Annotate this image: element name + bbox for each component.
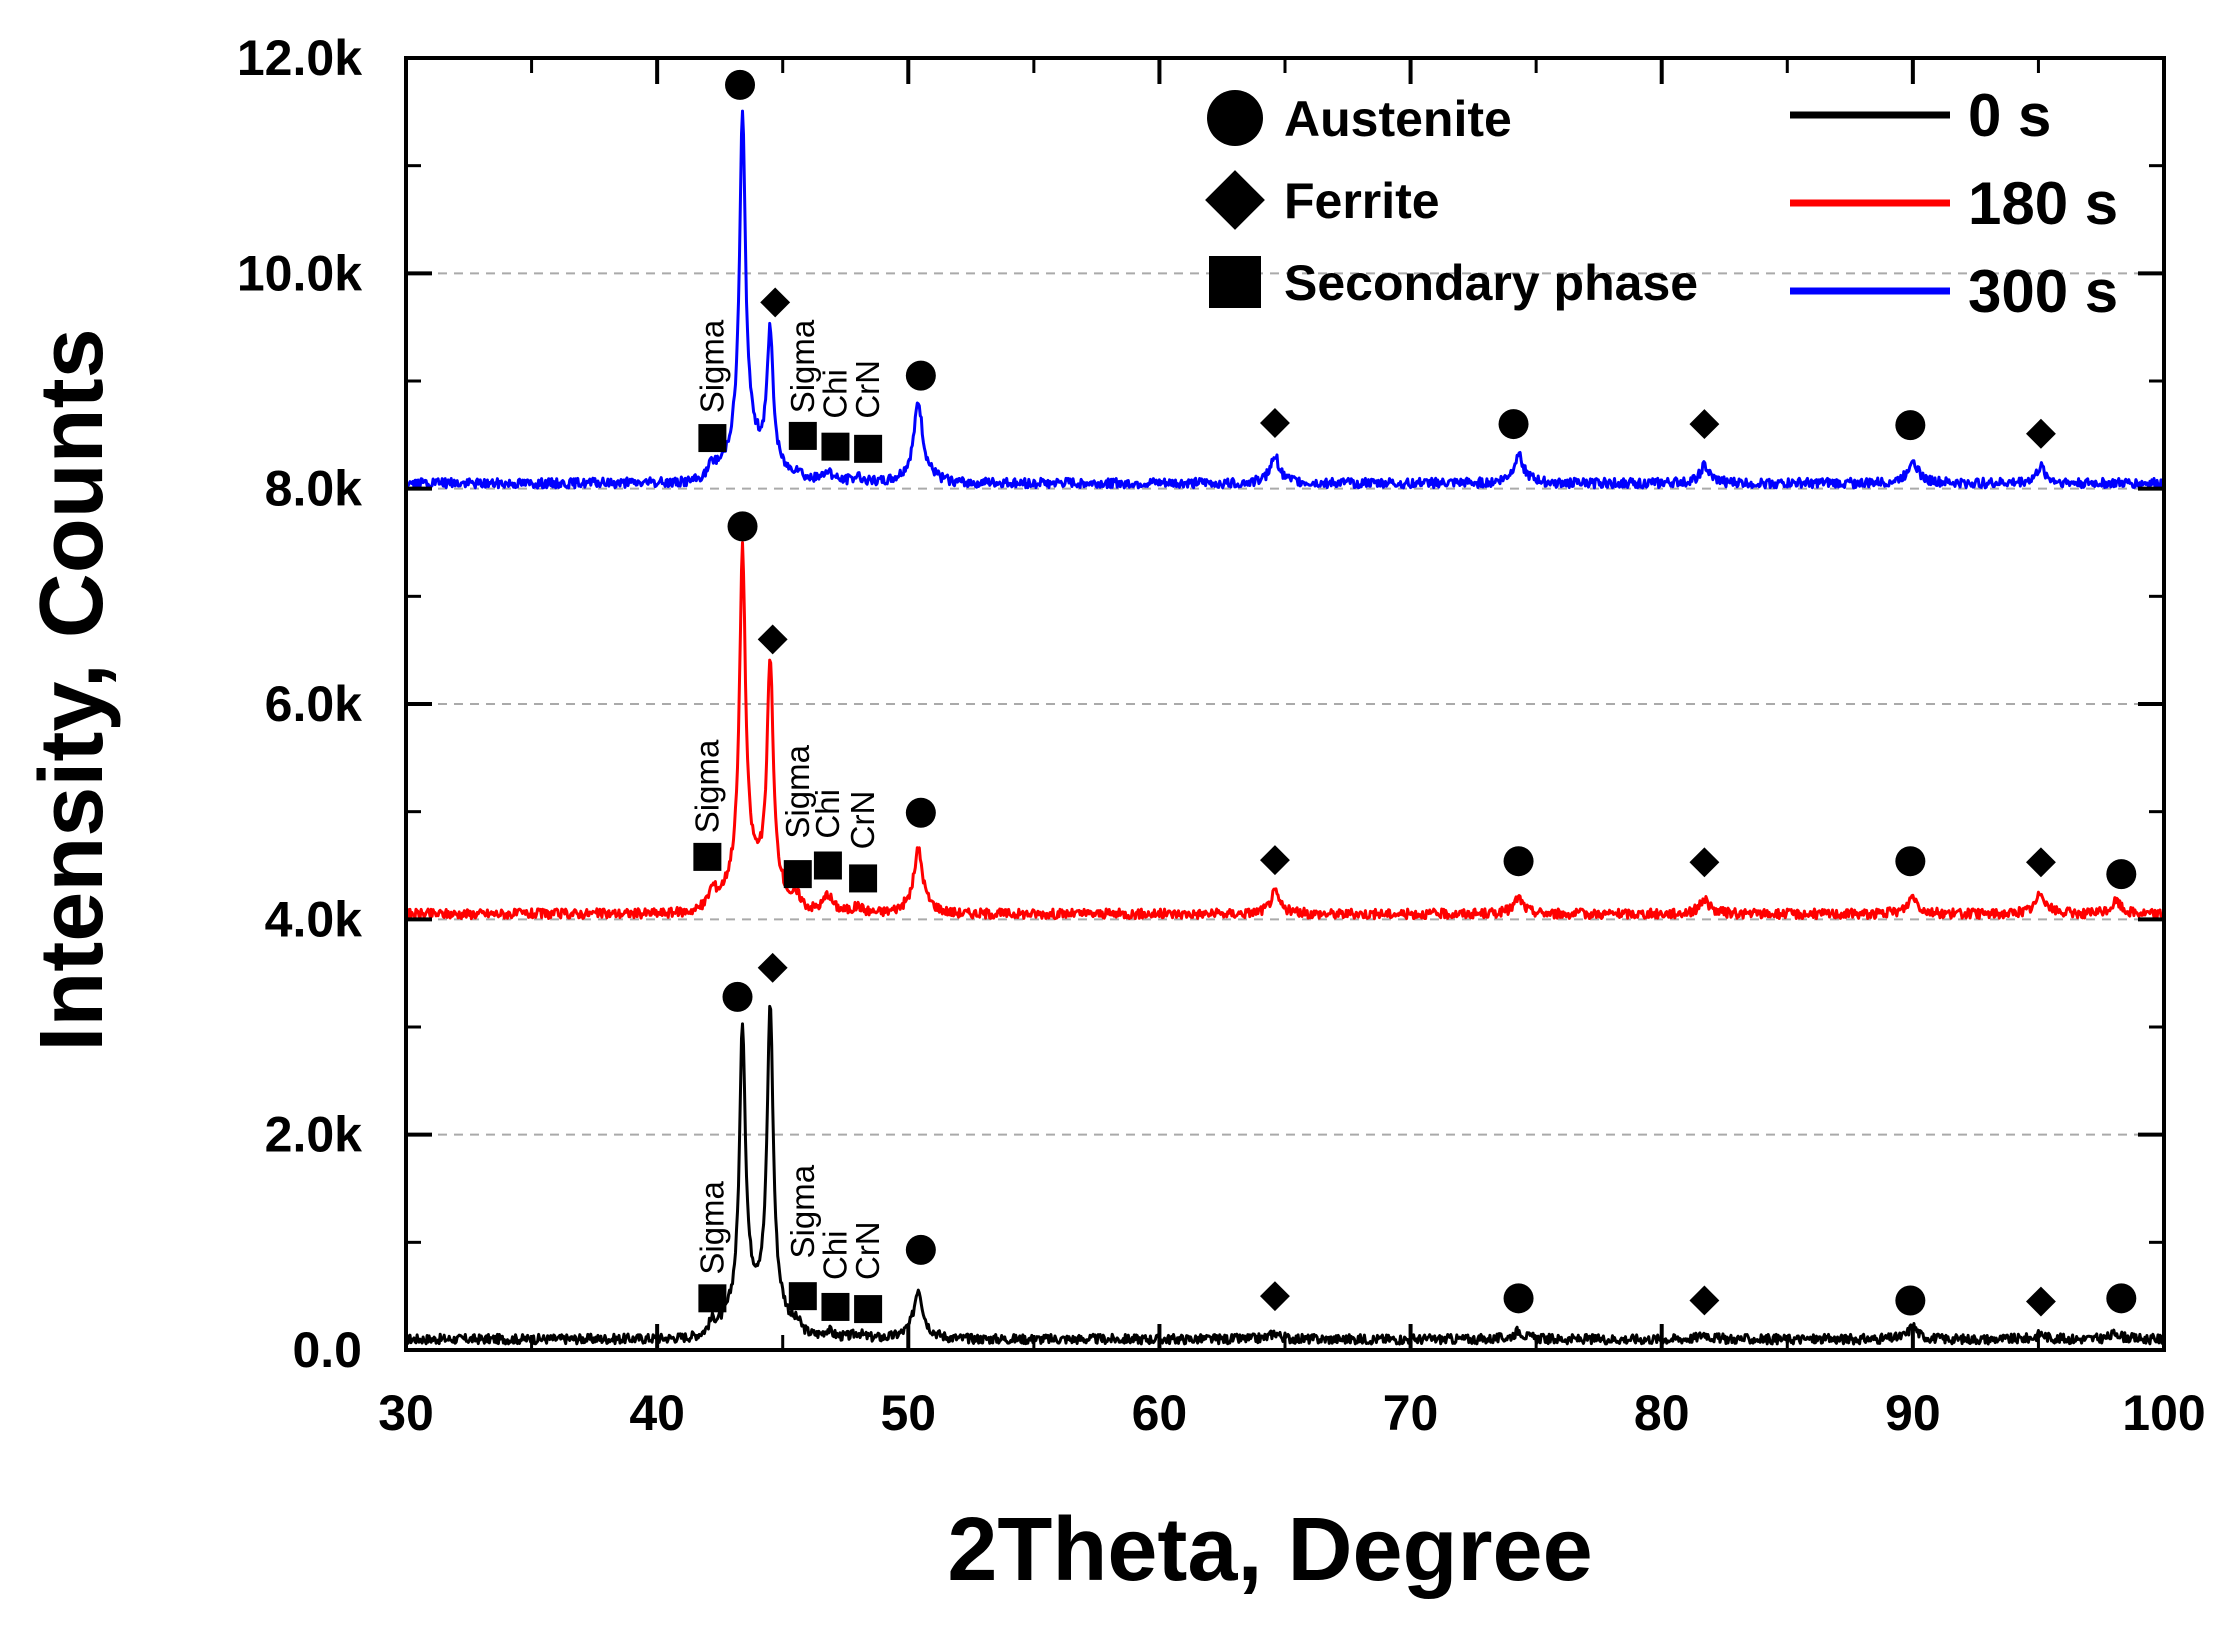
- marker-diamond-300s-7: [2025, 418, 2056, 449]
- marker-circle-0s-0: [722, 981, 753, 1012]
- series-line-0s: [405, 1004, 2166, 1346]
- marker-circle-180s-8: [2106, 859, 2137, 890]
- y-axis-title: Intensity, Counts: [22, 328, 122, 1051]
- phase-label-sigma-0s-1: Sigma: [784, 1164, 821, 1258]
- y-tick-label-5: 10.0k: [237, 245, 362, 301]
- y-tick-label-2: 4.0k: [265, 891, 363, 947]
- phase-label-crn-0s-3: CrN: [849, 1221, 886, 1280]
- grid-layer: [406, 272, 2164, 1136]
- legend-layer: Austenite Ferrite Secondary phase 0 s 180 s 3…: [1205, 82, 2118, 325]
- x-tick-label-2: 50: [880, 1385, 936, 1441]
- phase-label-crn-300s-3: CrN: [849, 360, 886, 419]
- phase-label-chi-180s-2: Chi: [809, 789, 846, 839]
- marker-square-180s-11: [813, 851, 842, 880]
- marker-circle-0s-6: [1895, 1285, 1926, 1316]
- marker-circle-300s-6: [1895, 410, 1926, 441]
- legend-label-180s: 180 s: [1968, 170, 2118, 237]
- legend-diamond-icon: [1205, 170, 1265, 230]
- legend-label-0s: 0 s: [1968, 82, 2051, 149]
- marker-circle-0s-2: [905, 1234, 936, 1265]
- marker-diamond-0s-5: [1689, 1285, 1720, 1316]
- y-tick-label-3: 6.0k: [265, 676, 363, 732]
- phase-label-sigma-0s-0: Sigma: [693, 1180, 730, 1274]
- tick-label-layer: 30 40 50 60 70 80 90 100 0.0 2.0k 4.0k 6.0k 8.0k 10.0…: [237, 30, 2206, 1441]
- marker-circle-180s-2: [905, 797, 936, 828]
- marker-square-300s-11: [854, 434, 883, 463]
- marker-circle-0s-4: [1503, 1283, 1534, 1314]
- x-tick-label-7: 100: [2122, 1385, 2205, 1441]
- marker-square-180s-10: [783, 860, 812, 889]
- phase-label-chi-300s-2: Chi: [816, 369, 853, 419]
- marker-diamond-180s-1: [757, 624, 788, 655]
- marker-layer: [693, 69, 2137, 1324]
- series-line-300s: [404, 109, 2166, 490]
- marker-diamond-300s-5: [1689, 409, 1720, 440]
- marker-square-180s-12: [849, 864, 878, 893]
- marker-circle-0s-8: [2106, 1283, 2137, 1314]
- legend-label-ferrite: Ferrite: [1284, 173, 1440, 229]
- marker-circle-180s-6: [1895, 846, 1926, 877]
- phase-label-sigma-300s-1: Sigma: [784, 319, 821, 413]
- marker-square-300s-10: [821, 432, 850, 461]
- marker-diamond-0s-7: [2025, 1286, 2056, 1317]
- marker-circle-300s-4: [1498, 409, 1529, 440]
- marker-diamond-0s-1: [757, 952, 788, 983]
- marker-square-0s-9: [698, 1284, 727, 1313]
- x-tick-label-4: 70: [1383, 1385, 1439, 1441]
- y-tick-label-0: 0.0: [292, 1322, 362, 1378]
- marker-square-0s-12: [854, 1295, 883, 1324]
- x-tick-label-5: 80: [1634, 1385, 1690, 1441]
- phase-label-sigma-180s-0: Sigma: [688, 739, 725, 833]
- phase-label-sigma-180s-1: Sigma: [779, 744, 816, 838]
- marker-square-0s-11: [821, 1292, 850, 1321]
- marker-square-180s-9: [693, 842, 722, 871]
- marker-circle-300s-0: [725, 69, 756, 100]
- legend-label-secondary-phase: Secondary phase: [1284, 255, 1698, 311]
- legend-circle-icon: [1207, 90, 1263, 146]
- y-tick-label-6: 12.0k: [237, 30, 362, 86]
- marker-square-300s-8: [698, 424, 727, 453]
- x-axis-title: 2Theta, Degree: [947, 1500, 1592, 1600]
- legend-label-austenite: Austenite: [1284, 91, 1512, 147]
- marker-circle-300s-2: [905, 360, 936, 391]
- x-tick-label-3: 60: [1132, 1385, 1188, 1441]
- phase-label-sigma-300s-0: Sigma: [693, 319, 730, 413]
- marker-diamond-0s-3: [1260, 1281, 1290, 1312]
- y-tick-label-1: 2.0k: [265, 1107, 363, 1163]
- marker-square-300s-9: [788, 421, 817, 450]
- x-tick-label-1: 40: [629, 1385, 685, 1441]
- legend-square-icon: [1209, 256, 1261, 308]
- x-tick-label-6: 90: [1885, 1385, 1941, 1441]
- marker-diamond-180s-7: [2025, 847, 2056, 878]
- axes-layer: [404, 56, 2166, 1352]
- phase-label-chi-0s-2: Chi: [816, 1230, 853, 1280]
- x-tick-label-0: 30: [378, 1385, 434, 1441]
- series-layer: [404, 109, 2166, 1346]
- series-line-180s: [404, 541, 2166, 921]
- marker-circle-180s-4: [1503, 846, 1534, 877]
- phase-label-crn-180s-3: CrN: [844, 791, 881, 850]
- marker-diamond-180s-5: [1689, 847, 1720, 878]
- marker-square-0s-10: [788, 1282, 817, 1311]
- y-tick-label-4: 8.0k: [265, 461, 363, 517]
- marker-diamond-300s-3: [1260, 408, 1290, 438]
- marker-circle-180s-0: [727, 511, 758, 542]
- legend-label-300s: 300 s: [1968, 258, 2118, 325]
- marker-diamond-180s-3: [1260, 845, 1290, 876]
- marker-diamond-300s-1: [760, 287, 791, 318]
